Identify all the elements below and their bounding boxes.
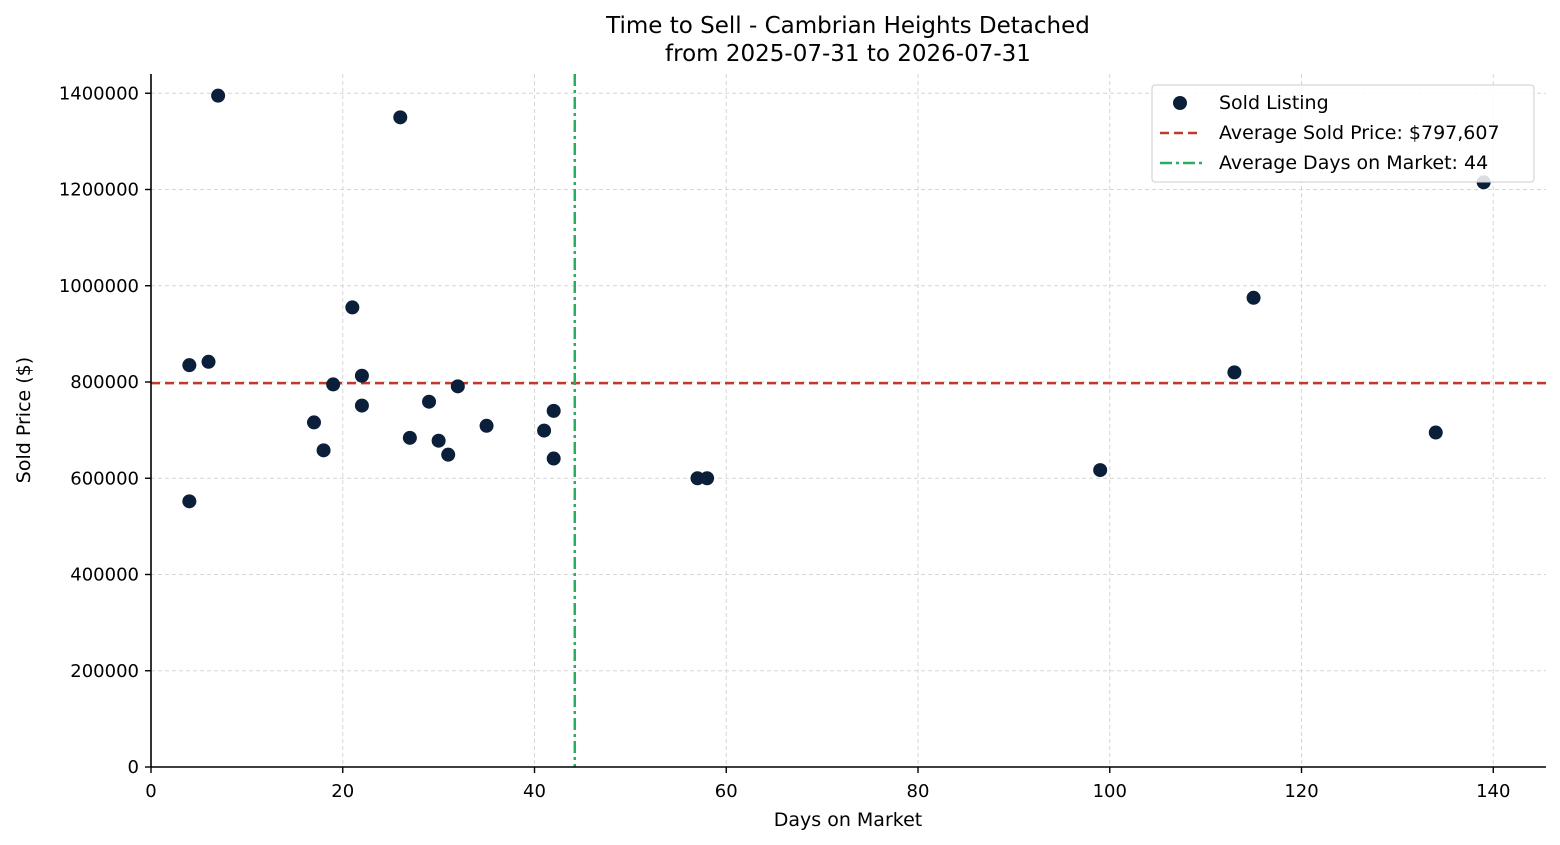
data-point [182, 358, 197, 373]
legend-marker-sold-listing [1173, 96, 1187, 110]
x-tick-label: 120 [1284, 781, 1318, 802]
data-point [546, 451, 561, 466]
data-point [690, 471, 705, 486]
ticks: 0 20 40 60 80 100 120 140 0 200000 400000 600000 800… [59, 83, 1511, 802]
y-tick-label: 400000 [70, 565, 139, 586]
data-point [441, 447, 456, 462]
legend-box [1151, 84, 1535, 183]
y-tick-label: 600000 [70, 468, 139, 489]
data-point [479, 418, 494, 433]
y-tick-label: 1400000 [59, 83, 139, 104]
data-point [450, 379, 465, 394]
chart-subtitle: from 2025-07-31 to 2026-07-31 [665, 41, 1031, 67]
data-point [393, 110, 408, 125]
data-point [1428, 425, 1443, 440]
y-tick-label: 0 [128, 757, 139, 778]
x-tick-label: 20 [331, 781, 354, 802]
y-tick-label: 1200000 [59, 180, 139, 201]
data-point [546, 403, 561, 418]
legend-label-sold-listing: Sold Listing [1219, 92, 1329, 114]
data-point [402, 430, 417, 445]
data-point [354, 368, 369, 383]
x-tick-label: 140 [1476, 781, 1510, 802]
data-point [316, 443, 331, 458]
data-point [211, 88, 226, 103]
data-point [537, 423, 552, 438]
data-point [201, 354, 216, 369]
data-point [422, 394, 437, 409]
y-tick-label: 200000 [70, 661, 139, 682]
legend: Sold Listing Average Sold Price: $797,60… [1151, 84, 1535, 183]
x-tick-label: 80 [907, 781, 930, 802]
x-tick-label: 100 [1093, 781, 1127, 802]
data-point [1227, 365, 1242, 380]
x-tick-label: 60 [715, 781, 738, 802]
legend-label-average-price: Average Sold Price: $797,607 [1219, 122, 1500, 144]
y-tick-label: 800000 [70, 372, 139, 393]
data-point [1246, 290, 1261, 305]
data-point [345, 300, 360, 315]
data-point [306, 415, 321, 430]
legend-label-average-days: Average Days on Market: 44 [1219, 152, 1488, 174]
data-point [431, 433, 446, 448]
data-point [326, 377, 341, 392]
data-point [700, 471, 715, 486]
data-point [182, 494, 197, 509]
data-point [354, 398, 369, 413]
x-tick-label: 40 [523, 781, 546, 802]
data-points [182, 88, 1491, 509]
data-point [1093, 463, 1108, 478]
chart-title: Time to Sell - Cambrian Heights Detached [605, 13, 1090, 39]
y-tick-label: 1000000 [59, 276, 139, 297]
x-tick-label: 0 [145, 781, 156, 802]
x-axis-title: Days on Market [774, 809, 922, 831]
y-axis-title: Sold Price ($) [13, 357, 35, 483]
reference-lines [151, 74, 1546, 767]
